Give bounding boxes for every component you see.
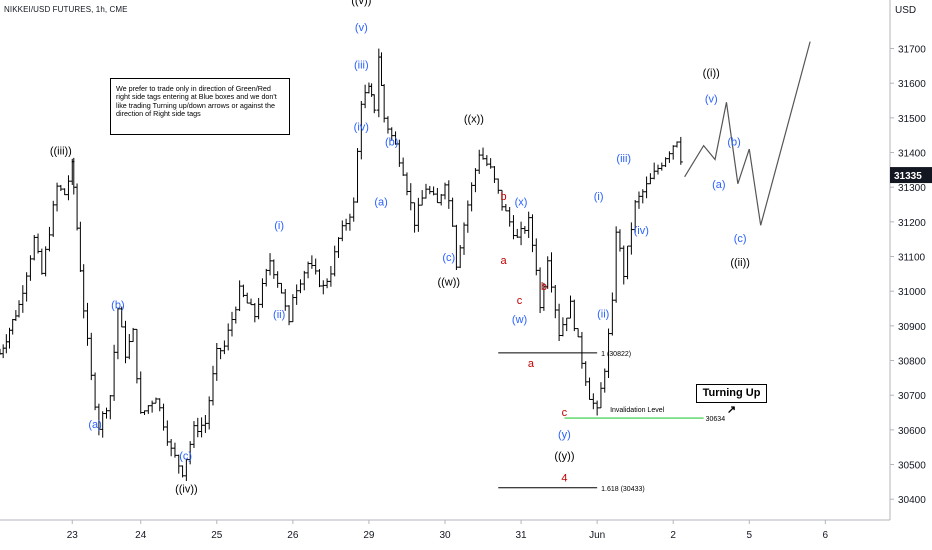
wave-label: (i) [594,191,604,203]
wave-label: c [562,407,568,419]
y-tick-label: 31500 [898,114,926,125]
y-tick-label: 30600 [898,426,926,437]
wave-label: (w) [512,314,527,326]
wave-label: (b) [727,137,740,149]
wave-label: c [517,295,523,307]
wave-label: (a) [88,419,101,431]
x-tick-label: 29 [363,530,375,541]
wave-label: a [528,358,535,370]
wave-label: (iv) [634,225,649,237]
y-tick-label: 30400 [898,495,926,506]
wave-label: b [541,281,547,293]
wave-label: (iii) [616,153,631,165]
x-tick-label: 25 [211,530,223,541]
turning-up-arrow-icon: ↗ [726,404,737,416]
wave-label: (ii) [273,309,285,321]
trading-note: We prefer to trade only in direction of … [110,78,290,135]
wave-label: (a) [374,197,387,209]
wave-label: ((y)) [554,451,574,463]
current-price-label: 31335 [894,171,922,182]
y-tick-label: 31200 [898,218,926,229]
current-price-tag [890,167,932,184]
x-tick-label: 6 [823,530,829,541]
x-tick-label: 24 [135,530,147,541]
wave-label: (v) [705,93,718,105]
invalidation-value: 30634 [706,416,726,423]
fib-label: 1.618 (30433) [601,486,645,493]
x-tick-label: 31 [516,530,528,541]
wave-label: (c) [442,252,455,264]
x-tick-label: Jun [589,530,605,541]
x-tick-label: 23 [67,530,79,541]
wave-label: (b) [111,300,124,312]
projection-path [684,41,811,226]
y-tick-label: 31600 [898,79,926,90]
x-tick-label: 26 [287,530,299,541]
y-tick-label: 31000 [898,287,926,298]
turning-up-label: Turning Up [702,387,761,399]
wave-label: a [501,255,508,267]
wave-label: ((iii)) [50,145,72,157]
x-tick-label: 5 [746,530,752,541]
wave-label: (a) [712,179,725,191]
x-tick-label: 2 [670,530,676,541]
y-tick-label: 30500 [898,461,926,472]
x-tick-label: 30 [439,530,451,541]
y-tick-label: 30900 [898,322,926,333]
wave-label: (iii) [354,59,369,71]
y-tick-label: 31100 [898,253,926,264]
wave-label: 4 [561,473,567,485]
wave-label: (i) [274,220,284,232]
turning-up-box: Turning Up ↗ [696,384,767,416]
fib-label: 1 (30822) [601,351,631,358]
wave-label: (y) [558,429,571,441]
wave-label: b [501,191,507,203]
symbol-title: NIKKEI/USD FUTURES, 1h, CME [4,5,128,14]
y-tick-label: 31400 [898,149,926,160]
wave-label: (x) [515,197,528,209]
invalidation-label: Invalidation Level [610,407,665,414]
wave-label: ((v)) [351,0,371,7]
wave-label: ((x)) [464,113,484,125]
wave-label: (iv) [354,122,369,134]
currency-label: USD [895,5,917,16]
y-tick-label: 30800 [898,357,926,368]
y-tick-label: 31300 [898,183,926,194]
wave-label: (c) [734,233,747,245]
wave-label: ((iv)) [175,483,198,495]
wave-label: (b) [385,137,398,149]
wave-label: (c) [179,450,192,462]
wave-label: (ii) [597,309,609,321]
wave-label: ((i)) [703,67,720,79]
y-tick-label: 30700 [898,391,926,402]
wave-label: ((w)) [437,277,460,289]
wave-label: ((ii)) [730,257,750,269]
y-tick-label: 31700 [898,45,926,56]
wave-label: (v) [355,22,368,34]
